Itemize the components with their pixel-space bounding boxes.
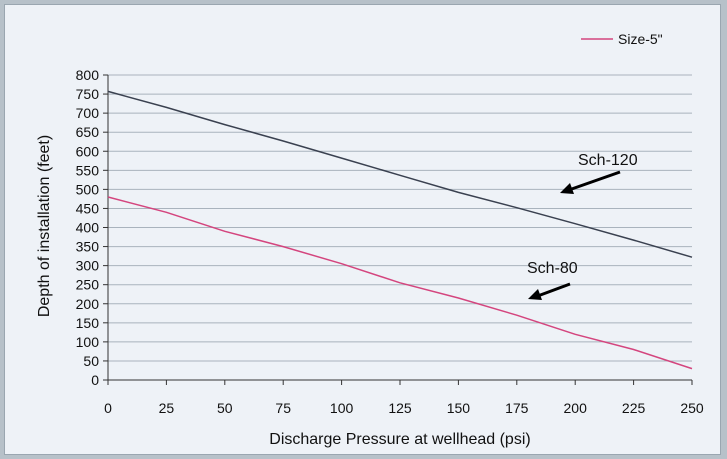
annotations: Sch-120 Sch-80	[527, 152, 638, 300]
series-line-sch-120	[107, 90, 693, 258]
y-tick-label: 700	[76, 105, 100, 121]
x-tick-label: 175	[505, 400, 529, 416]
y-tick-label: 650	[76, 124, 100, 140]
y-tick-label: 300	[76, 258, 100, 274]
annotation-sch-120-arrowhead	[560, 183, 574, 194]
annotation-sch-120-label: Sch-120	[578, 152, 638, 169]
y-tick-label: 150	[76, 315, 100, 331]
annotation-sch-120-arrow	[565, 170, 621, 193]
y-tick-label: 200	[76, 296, 100, 312]
series-line-sch-80	[107, 196, 693, 370]
y-tick-label: 500	[76, 181, 100, 197]
y-axis-title: Depth of installation (feet)	[36, 135, 53, 317]
annotation-sch-80-arrow	[534, 282, 571, 299]
x-tick-label: 125	[388, 400, 412, 416]
x-tick-label: 250	[680, 400, 704, 416]
y-tick-label: 550	[76, 162, 100, 178]
y-tick-label: 0	[91, 372, 99, 388]
x-tick-label: 25	[159, 400, 175, 416]
gridlines	[108, 74, 692, 362]
y-tick-label: 250	[76, 277, 100, 293]
x-axis-title: Discharge Pressure at wellhead (psi)	[269, 431, 530, 448]
y-tick-label: 350	[76, 239, 100, 255]
y-tick-label: 750	[76, 86, 100, 102]
annotation-sch-80-label: Sch-80	[527, 260, 578, 277]
series-lines	[107, 90, 693, 370]
x-tick-label: 75	[275, 400, 291, 416]
legend-label-size-5: Size-5"	[618, 31, 663, 47]
x-tick-label: 100	[330, 400, 354, 416]
x-tick-label: 50	[217, 400, 233, 416]
x-tick-label: 0	[104, 400, 112, 416]
legend: Size-5"	[581, 31, 663, 47]
x-tick-label: 150	[447, 400, 471, 416]
y-tick-label: 800	[76, 67, 100, 83]
y-tick-label: 600	[76, 143, 100, 159]
y-tick-label: 400	[76, 220, 100, 236]
annotation-sch-80-arrowhead	[528, 289, 542, 300]
x-tick-label: 200	[564, 400, 588, 416]
x-tick-label: 225	[622, 400, 646, 416]
axes: 0501001502002503003504004505005506006507…	[76, 67, 704, 416]
y-tick-label: 100	[76, 334, 100, 350]
y-tick-label: 450	[76, 200, 100, 216]
y-tick-label: 50	[83, 353, 99, 369]
